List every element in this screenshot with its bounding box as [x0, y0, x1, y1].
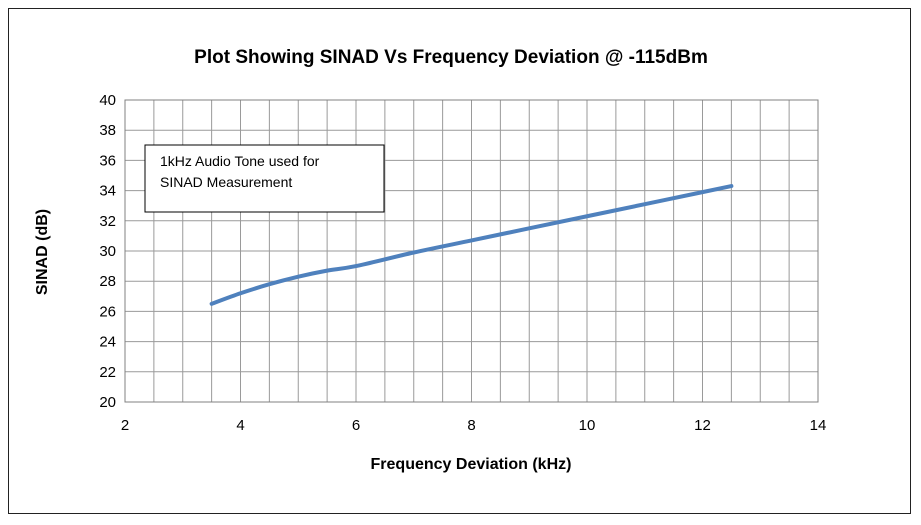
chart-title: Plot Showing SINAD Vs Frequency Deviatio… — [194, 47, 708, 68]
plot-area-border — [124, 99, 819, 403]
x-tick-label: 4 — [236, 417, 244, 434]
sinad-chart: Plot Showing SINAD Vs Frequency Deviatio… — [34, 47, 827, 473]
y-tick-label: 32 — [99, 213, 116, 230]
series-line — [209, 184, 734, 306]
y-tick-label: 28 — [99, 273, 116, 290]
x-axis-label: Frequency Deviation (kHz) — [371, 456, 572, 473]
y-tick-label: 22 — [99, 364, 116, 381]
chart-frame: Plot Showing SINAD Vs Frequency Deviatio… — [8, 8, 911, 514]
x-tick-label: 2 — [121, 417, 129, 434]
annotation-box: 1kHz Audio Tone used for SINAD Measureme… — [144, 144, 385, 213]
y-tick-label: 24 — [99, 334, 116, 351]
x-tick-label: 8 — [467, 417, 475, 434]
annotation-frame — [144, 144, 385, 213]
series-layer — [209, 184, 734, 306]
annotation-line-1: 1kHz Audio Tone used for — [160, 153, 320, 169]
y-tick-label: 34 — [99, 183, 116, 200]
y-axis-label: SINAD (dB) — [34, 209, 51, 295]
y-tick-label: 30 — [99, 243, 116, 260]
y-tick-label: 36 — [99, 152, 116, 169]
y-tick-label: 20 — [99, 394, 116, 411]
x-tick-label: 10 — [579, 417, 596, 434]
y-tick-label: 26 — [99, 303, 116, 320]
x-tick-label: 14 — [810, 417, 827, 434]
x-tick-label: 12 — [694, 417, 711, 434]
x-axis-ticks: 2 4 6 8 10 12 14 — [121, 417, 827, 434]
x-tick-label: 6 — [352, 417, 360, 434]
y-tick-label: 38 — [99, 122, 116, 139]
annotation-line-2: SINAD Measurement — [160, 174, 292, 190]
y-tick-label: 40 — [99, 92, 116, 109]
y-axis-ticks: 20 22 24 26 28 30 32 34 36 38 40 — [99, 92, 116, 411]
